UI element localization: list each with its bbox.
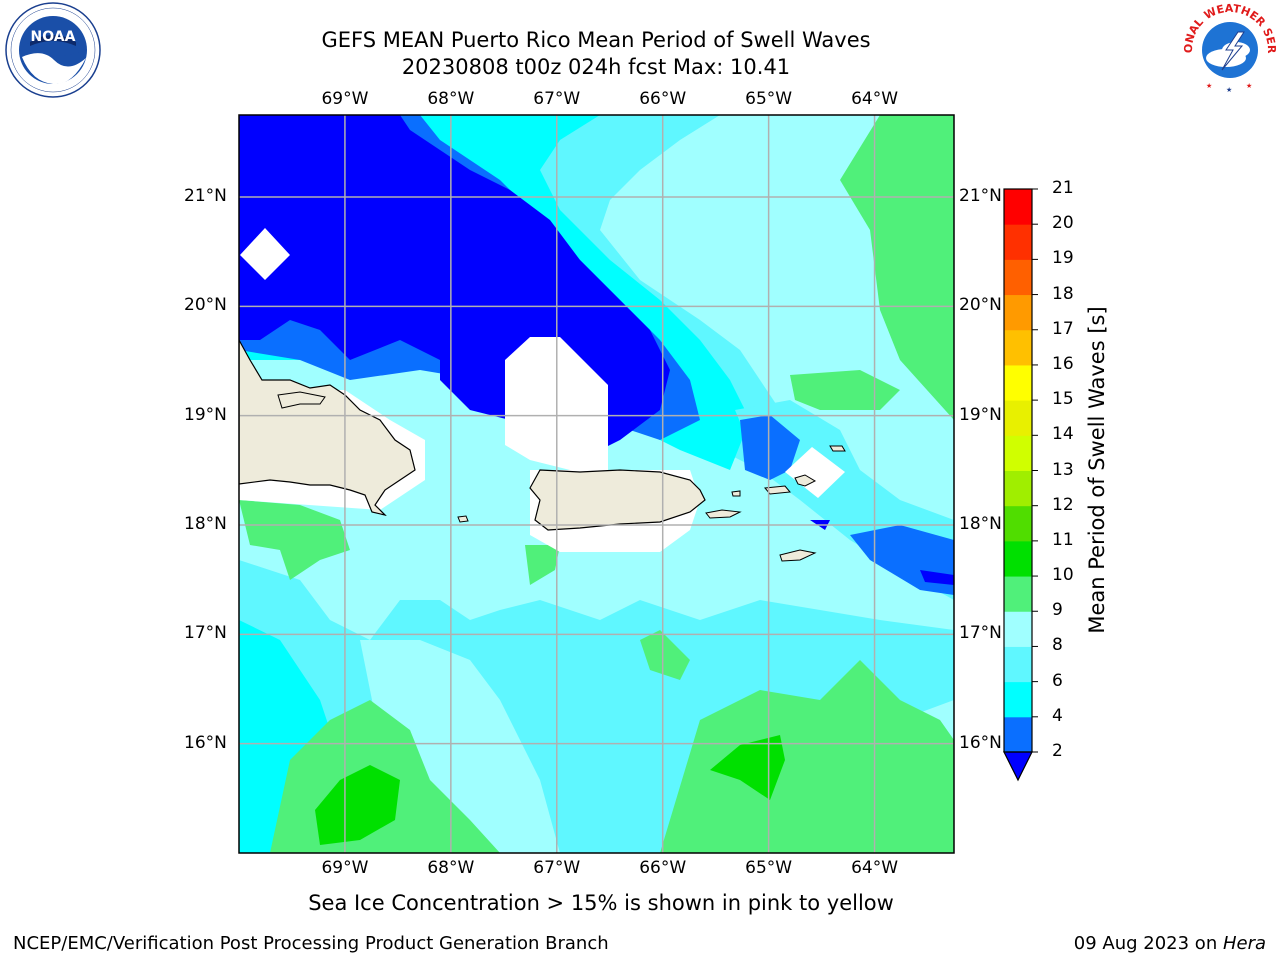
lat-tick-right: 19°N — [959, 404, 1002, 425]
lon-tick-top: 66°W — [639, 89, 687, 109]
lat-tick-left: 17°N — [184, 623, 227, 644]
colorbar — [1003, 188, 1038, 782]
lon-tick-top: 65°W — [745, 89, 793, 109]
credit-host: Hera — [1222, 933, 1266, 954]
lat-tick-left: 19°N — [184, 404, 227, 425]
lon-tick-top: 69°W — [321, 89, 369, 109]
lon-tick-bottom: 68°W — [427, 858, 475, 878]
chart-subtitle: 20230808 t00z 024h fcst Max: 10.41 — [401, 55, 791, 79]
colorbar-tick-label: 13 — [1052, 459, 1074, 480]
svg-text:★: ★ — [1246, 82, 1252, 90]
lon-tick-bottom: 66°W — [639, 858, 687, 878]
svg-text:★: ★ — [1226, 86, 1232, 94]
lon-tick-bottom: 65°W — [745, 858, 793, 878]
colorbar-segment — [1004, 400, 1032, 436]
colorbar-segment — [1004, 224, 1032, 260]
lat-tick-right: 21°N — [959, 186, 1002, 206]
lat-tick-right: 20°N — [959, 295, 1002, 316]
lon-tick-top: 64°W — [851, 89, 899, 109]
colorbar-segment — [1004, 189, 1032, 225]
colorbar-title: Mean Period of Swell Waves [s] — [1085, 306, 1109, 634]
colorbar-segment — [1004, 611, 1032, 647]
colorbar-tick-label: 12 — [1052, 494, 1074, 515]
lat-tick-right: 18°N — [959, 514, 1002, 534]
colorbar-tick-label: 17 — [1052, 318, 1074, 339]
colorbar-tick-label: 8 — [1052, 635, 1063, 656]
lat-tick-left: 16°N — [184, 732, 227, 753]
map-frame — [238, 114, 955, 854]
colorbar-tick-label: 18 — [1052, 283, 1074, 304]
chart-title: GEFS MEAN Puerto Rico Mean Period of Swe… — [321, 28, 871, 52]
lon-tick-top: 67°W — [533, 89, 581, 109]
lon-tick-top: 68°W — [427, 89, 475, 109]
colorbar-segment — [1004, 576, 1032, 612]
lon-tick-bottom: 69°W — [321, 858, 369, 878]
lat-tick-left: 20°N — [184, 295, 227, 316]
noaa-logo-text: NOAA — [31, 29, 76, 45]
noaa-logo: NOAA — [5, 2, 101, 98]
colorbar-segment — [1004, 435, 1032, 471]
credit-date: 09 Aug 2023 on Hera — [1074, 933, 1266, 954]
colorbar-tick-label: 4 — [1052, 705, 1063, 726]
lat-tick-right: 16°N — [959, 732, 1002, 753]
colorbar-tick-label: 16 — [1052, 353, 1074, 374]
colorbar-tick-label: 6 — [1052, 670, 1063, 691]
swell-period-field — [239, 115, 954, 853]
colorbar-tick-label: 14 — [1052, 424, 1074, 445]
lat-tick-right: 17°N — [959, 623, 1002, 644]
credit-date-text: 09 Aug 2023 on — [1073, 933, 1223, 954]
credit-org: NCEP/EMC/Verification Post Processing Pr… — [13, 933, 609, 954]
colorbar-tick-label: 15 — [1052, 389, 1074, 410]
colorbar-segment — [1004, 259, 1032, 296]
colorbar-tick-label: 20 — [1052, 213, 1074, 234]
colorbar-tick-label: 9 — [1052, 600, 1063, 621]
lat-tick-left: 21°N — [184, 186, 227, 206]
nws-logo: NATIONAL WEATHER SERVICE ★ ★ ★ — [1180, 0, 1278, 98]
colorbar-segment — [1004, 294, 1032, 331]
graticule — [239, 115, 954, 853]
colorbar-tick-label: 11 — [1052, 529, 1074, 550]
colorbar-segment — [1004, 329, 1032, 366]
colorbar-tick-label: 21 — [1052, 178, 1074, 198]
colorbar-segment — [1004, 681, 1032, 718]
colorbar-tick-label: 19 — [1052, 248, 1074, 269]
colorbar-segment — [1004, 470, 1032, 507]
colorbar-extend-arrow — [1003, 751, 1033, 782]
lon-tick-bottom: 67°W — [533, 858, 581, 878]
colorbar-tick-label: 10 — [1052, 565, 1074, 586]
colorbar-segment — [1004, 505, 1032, 542]
lon-tick-bottom: 64°W — [851, 858, 899, 878]
colorbar-segment — [1004, 364, 1032, 401]
colorbar-segment — [1004, 540, 1032, 577]
colorbar-segment — [1004, 716, 1032, 753]
colorbar-tick-label: 2 — [1052, 741, 1063, 761]
footnote: Sea Ice Concentration > 15% is shown in … — [308, 891, 894, 915]
svg-text:★: ★ — [1206, 82, 1212, 90]
colorbar-segment — [1004, 646, 1032, 683]
lat-tick-left: 18°N — [184, 514, 227, 534]
